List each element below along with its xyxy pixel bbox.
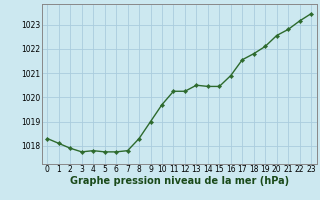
X-axis label: Graphe pression niveau de la mer (hPa): Graphe pression niveau de la mer (hPa) bbox=[70, 176, 289, 186]
